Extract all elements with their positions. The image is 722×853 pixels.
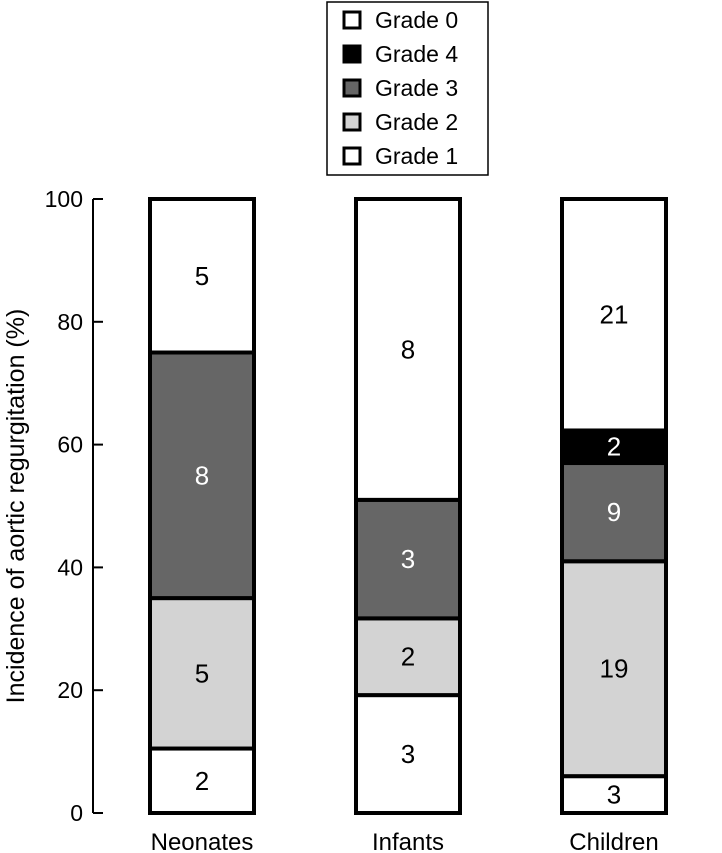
bar-count-label: 3	[607, 780, 621, 810]
bar-segment-grade-3	[354, 497, 462, 621]
bar-segment-grade-1	[560, 774, 668, 815]
x-tick-label: Infants	[372, 829, 444, 853]
legend-swatch	[342, 78, 362, 98]
y-tick-label: 20	[57, 677, 83, 703]
x-tick-label: Neonates	[151, 829, 254, 853]
legend-label: Grade 1	[375, 143, 458, 169]
bar-count-label: 2	[401, 642, 415, 672]
y-tick-label: 100	[45, 186, 83, 212]
bar-segment-grade-0	[148, 197, 256, 355]
y-axis-label: Incidence of aortic regurgitation (%)	[2, 309, 30, 704]
y-tick-label: 60	[57, 432, 83, 458]
y-axis: 0 20 40 60 80 100	[45, 186, 103, 826]
bar-segment-grade-0	[560, 197, 668, 433]
y-tick-label: 0	[70, 800, 83, 826]
x-axis-ticks: Neonates Infants Children	[151, 829, 659, 853]
bar-segment-grade-3	[148, 350, 256, 601]
bar-count-label: 8	[195, 460, 209, 490]
bar-segment-grade-4	[560, 428, 668, 466]
bar-segment-grade-2	[560, 559, 668, 779]
x-tick-label: Children	[569, 829, 658, 853]
y-tick-label: 80	[57, 309, 83, 335]
bar-group-infants: 3 2 3 8	[354, 197, 462, 815]
legend-swatch	[342, 10, 362, 30]
bar-count-label: 5	[195, 658, 209, 688]
legend-swatch	[342, 146, 362, 166]
bar-count-label: 2	[607, 432, 621, 462]
bars: 2 5 8 5 3 2 3 8 3 19 9 2 21	[148, 197, 668, 816]
legend-swatch	[342, 44, 362, 64]
bar-segment-grade-2	[148, 596, 256, 751]
bar-count-label: 8	[401, 334, 415, 364]
bar-count-label: 3	[401, 544, 415, 574]
legend-label: Grade 0	[375, 7, 458, 33]
legend-label: Grade 3	[375, 75, 458, 101]
bar-group-children: 3 19 9 2 21	[560, 197, 668, 815]
bar-segment-grade-0	[354, 197, 462, 502]
chart-legend: Grade 0 Grade 4 Grade 3 Grade 2 Grade 1	[326, 1, 489, 176]
bar-count-label: 2	[195, 766, 209, 796]
bar-segment-grade-1	[148, 746, 256, 816]
y-tick-label: 40	[57, 554, 83, 580]
legend-label: Grade 2	[375, 109, 458, 135]
bar-segment-grade-1	[354, 693, 462, 815]
bar-segment-grade-2	[354, 616, 462, 698]
bar-count-label: 9	[607, 497, 621, 527]
bar-group-neonates: 2 5 8 5	[148, 197, 256, 816]
legend-label: Grade 4	[375, 41, 458, 67]
bar-segment-grade-3	[560, 461, 668, 564]
bar-count-label: 21	[600, 300, 629, 330]
bar-count-label: 5	[195, 261, 209, 291]
bar-count-label: 19	[600, 654, 629, 684]
legend-swatch	[342, 112, 362, 132]
bar-count-label: 3	[401, 739, 415, 769]
